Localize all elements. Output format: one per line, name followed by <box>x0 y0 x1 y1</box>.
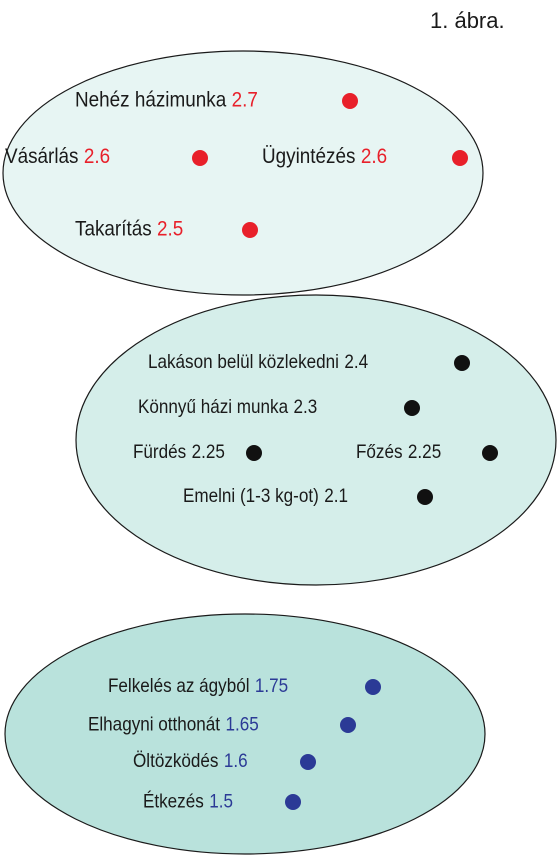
item-value: 2.6 <box>84 146 110 169</box>
item-value: 1.6 <box>224 750 248 771</box>
item-label: Fürdés <box>133 441 186 462</box>
item-text: Főzés 2.25 <box>356 441 441 462</box>
item-value: 1.65 <box>225 713 258 734</box>
item-label: Nehéz házimunka <box>75 89 227 112</box>
item-value: 2.6 <box>361 146 387 169</box>
item-text: Felkelés az ágyból 1.75 <box>108 675 288 696</box>
item-dot <box>242 222 258 238</box>
item-dot <box>417 489 433 505</box>
item-value: 2.25 <box>408 441 441 462</box>
item-text: Lakáson belül közlekedni 2.4 <box>148 351 368 372</box>
group-ellipse <box>4 613 486 855</box>
item-label: Öltözködés <box>133 750 218 771</box>
group-ellipse <box>2 50 484 296</box>
item-label: Vásárlás <box>5 146 79 169</box>
item-label: Ügyintézés <box>262 146 355 169</box>
item-dot <box>365 679 381 695</box>
item-text: Nehéz házimunka 2.7 <box>75 89 258 112</box>
item-text: Vásárlás 2.6 <box>5 146 110 169</box>
item-dot <box>404 400 420 416</box>
item-dot <box>246 445 262 461</box>
item-text: Fürdés 2.25 <box>133 441 225 462</box>
item-text: Takarítás 2.5 <box>75 218 183 241</box>
item-label: Emelni (1-3 kg-ot) <box>183 485 319 506</box>
item-dot <box>482 445 498 461</box>
item-value: 2.25 <box>192 441 225 462</box>
item-label: Könnyű házi munka <box>138 396 289 417</box>
item-label: Lakáson belül közlekedni <box>148 351 339 372</box>
item-dot <box>342 93 358 109</box>
figure-label: 1. ábra. <box>430 8 505 33</box>
item-label: Felkelés az ágyból <box>108 675 250 696</box>
item-value: 1.75 <box>255 675 288 696</box>
item-dot <box>285 794 301 810</box>
item-value: 2.7 <box>232 89 258 112</box>
item-text: Öltözködés 1.6 <box>133 750 248 771</box>
item-text: Étkezés 1.5 <box>143 790 233 811</box>
item-text: Könnyű házi munka 2.3 <box>138 396 317 417</box>
item-dot <box>340 717 356 733</box>
item-dot <box>192 150 208 166</box>
item-dot <box>452 150 468 166</box>
item-label: Elhagyni otthonát <box>88 713 220 734</box>
item-label: Főzés <box>356 441 403 462</box>
item-dot <box>454 355 470 371</box>
item-value: 2.4 <box>344 351 368 372</box>
item-label: Étkezés <box>143 790 204 811</box>
item-label: Takarítás <box>75 218 152 241</box>
item-value: 1.5 <box>209 790 233 811</box>
item-dot <box>300 754 316 770</box>
item-text: Elhagyni otthonát 1.65 <box>88 713 259 734</box>
item-value: 2.1 <box>324 485 348 506</box>
item-text: Emelni (1-3 kg-ot) 2.1 <box>183 485 348 506</box>
item-value: 2.5 <box>157 218 183 241</box>
item-value: 2.3 <box>293 396 317 417</box>
item-text: Ügyintézés 2.6 <box>262 146 387 169</box>
group-ellipse <box>75 294 557 586</box>
